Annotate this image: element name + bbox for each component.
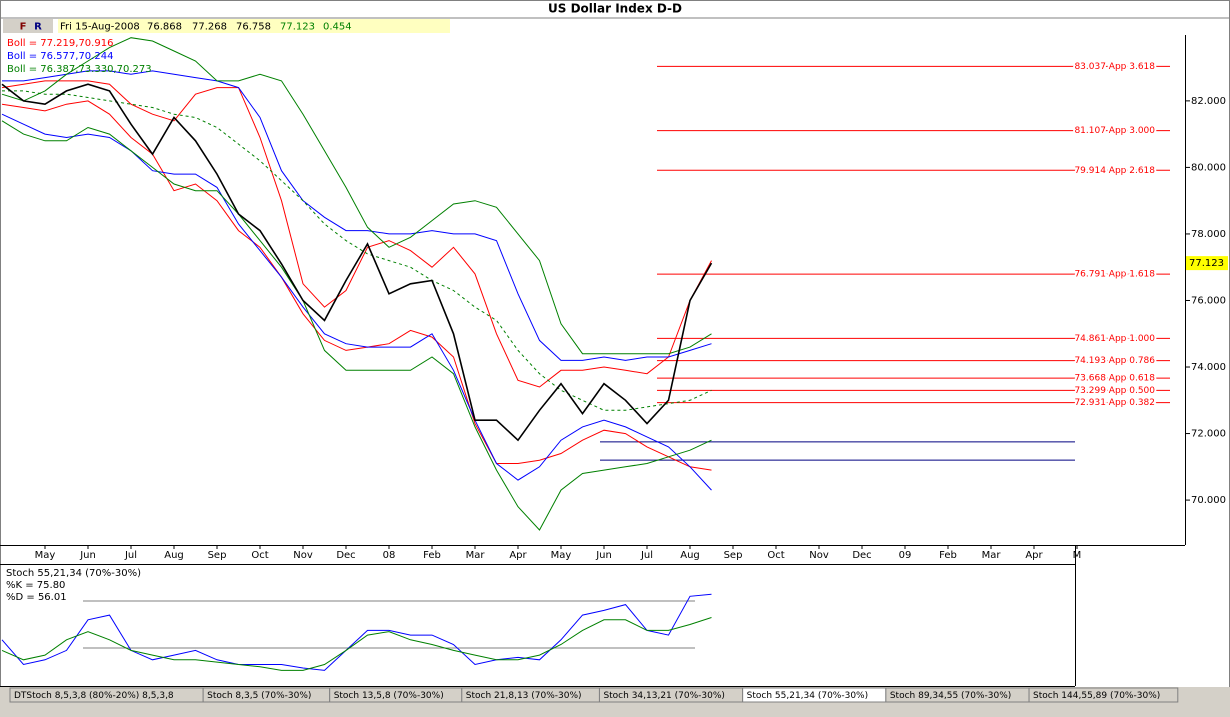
band-lower (1, 113, 712, 491)
last-price-label: 77.123 (1189, 258, 1224, 269)
quote-bar (58, 19, 450, 33)
x-tick-label: Jun (79, 550, 96, 561)
stoch-line (1, 617, 712, 671)
x-tick-label: May (551, 550, 572, 561)
legend-entry: Boll = 76.387,73.330,70.273 (7, 64, 152, 75)
level-label: 72.931 App 0.382 (1074, 398, 1155, 408)
x-tick-label: Jul (640, 550, 653, 561)
x-tick-label: Mar (466, 550, 486, 561)
quote-change: 0.454 (323, 22, 352, 33)
chart-title: US Dollar Index D-D (548, 2, 682, 16)
y-tick-label: 82.000 (1191, 96, 1226, 107)
tab-label[interactable]: DTStoch 8,5,3,8 (80%-20%) 8,5,3,8 (14, 691, 174, 701)
x-tick-label: Sep (724, 550, 743, 561)
button-r[interactable]: R (34, 22, 42, 33)
x-tick-label: Aug (164, 550, 184, 561)
y-tick-label: 70.000 (1191, 495, 1226, 506)
x-tick-label: Mar (982, 550, 1002, 561)
tab-label[interactable]: Stoch 21,8,13 (70%-30%) (466, 691, 582, 701)
x-tick-label: Nov (809, 550, 829, 561)
button-bar (3, 19, 53, 33)
y-tick-label: 76.000 (1191, 295, 1226, 306)
tab-label[interactable]: Stoch 144,55,89 (70%-30%) (1033, 691, 1160, 701)
band-middle (2, 90, 712, 411)
y-tick-label: 74.000 (1191, 362, 1226, 373)
quote-open: 76.868 (147, 22, 182, 33)
legend-entry: %K = 75.80 (6, 580, 65, 591)
stoch-line (1, 593, 712, 671)
button-f[interactable]: F (20, 22, 27, 33)
x-tick-label: Apr (1025, 550, 1043, 561)
level-label: 74.193 App 0.786 (1074, 356, 1155, 366)
band-upper (1, 80, 712, 388)
plot: 83.037 App 3.618 81.107 App 3.000 79.914 A… (1, 37, 1170, 531)
tab[interactable] (1028, 687, 1179, 703)
tab-label[interactable]: Stoch 8,3,5 (70%-30%) (207, 691, 311, 701)
quote-high: 77.268 (192, 22, 227, 33)
x-tick-label: Jun (595, 550, 612, 561)
legend-entry: Boll = 76.577,70.244 (7, 51, 113, 62)
last-price-box (1186, 256, 1228, 271)
band-upper (1, 37, 712, 355)
x-tick-label: Oct (767, 550, 784, 561)
legend-entry: Boll = 77.219,70.916 (7, 38, 113, 49)
quote-close: 77.123 (280, 22, 315, 33)
tab-label[interactable]: Stoch 13,5,8 (70%-30%) (334, 691, 444, 701)
band-lower (1, 100, 712, 471)
level-label: 73.299 App 0.500 (1074, 386, 1155, 396)
band-upper (2, 70, 712, 361)
y-tick-label: 72.000 (1191, 429, 1226, 440)
quote-low: 76.758 (236, 22, 271, 33)
quote-date: Fri 15-Aug-2008 (60, 22, 140, 33)
x-tick-label: Oct (251, 550, 268, 561)
level-label: 74.861 App 1.000 (1074, 334, 1155, 344)
x-tick-label: 09 (899, 550, 912, 561)
x-tick-label: M (1073, 550, 1082, 561)
y-tick-label: 78.000 (1191, 229, 1226, 240)
tab-label[interactable]: Stoch 34,13,21 (70%-30%) (603, 691, 724, 701)
x-tick-label: 08 (383, 550, 396, 561)
tab-label[interactable]: Stoch 55,21,34 (70%-30%) (747, 691, 868, 701)
x-tick-label: Apr (509, 550, 527, 561)
stoch-title: Stoch 55,21,34 (70%-30%) (6, 568, 141, 579)
x-tick-label: Dec (336, 550, 355, 561)
x-tick-label: Dec (852, 550, 871, 561)
price-line (1, 83, 713, 442)
x-tick-label: Nov (293, 550, 313, 561)
band-lower (1, 120, 712, 531)
x-tick-label: Aug (680, 550, 700, 561)
level-label: 81.107 App 3.000 (1074, 126, 1155, 136)
x-tick-label: Feb (423, 550, 441, 561)
legend-entry: %D = 56.01 (6, 592, 67, 603)
level-label: 73.668 App 0.618 (1074, 374, 1155, 384)
x-tick-label: Feb (939, 550, 957, 561)
x-tick-label: May (35, 550, 56, 561)
level-label: 83.037 App 3.618 (1074, 62, 1155, 72)
y-tick-label: 80.000 (1191, 162, 1226, 173)
x-tick-label: Jul (124, 550, 137, 561)
x-tick-label: Sep (208, 550, 227, 561)
tab-label[interactable]: Stoch 89,34,55 (70%-30%) (890, 691, 1011, 701)
level-label: 76.791 App 1.618 (1074, 270, 1155, 280)
level-label: 79.914 App 2.618 (1074, 166, 1155, 176)
